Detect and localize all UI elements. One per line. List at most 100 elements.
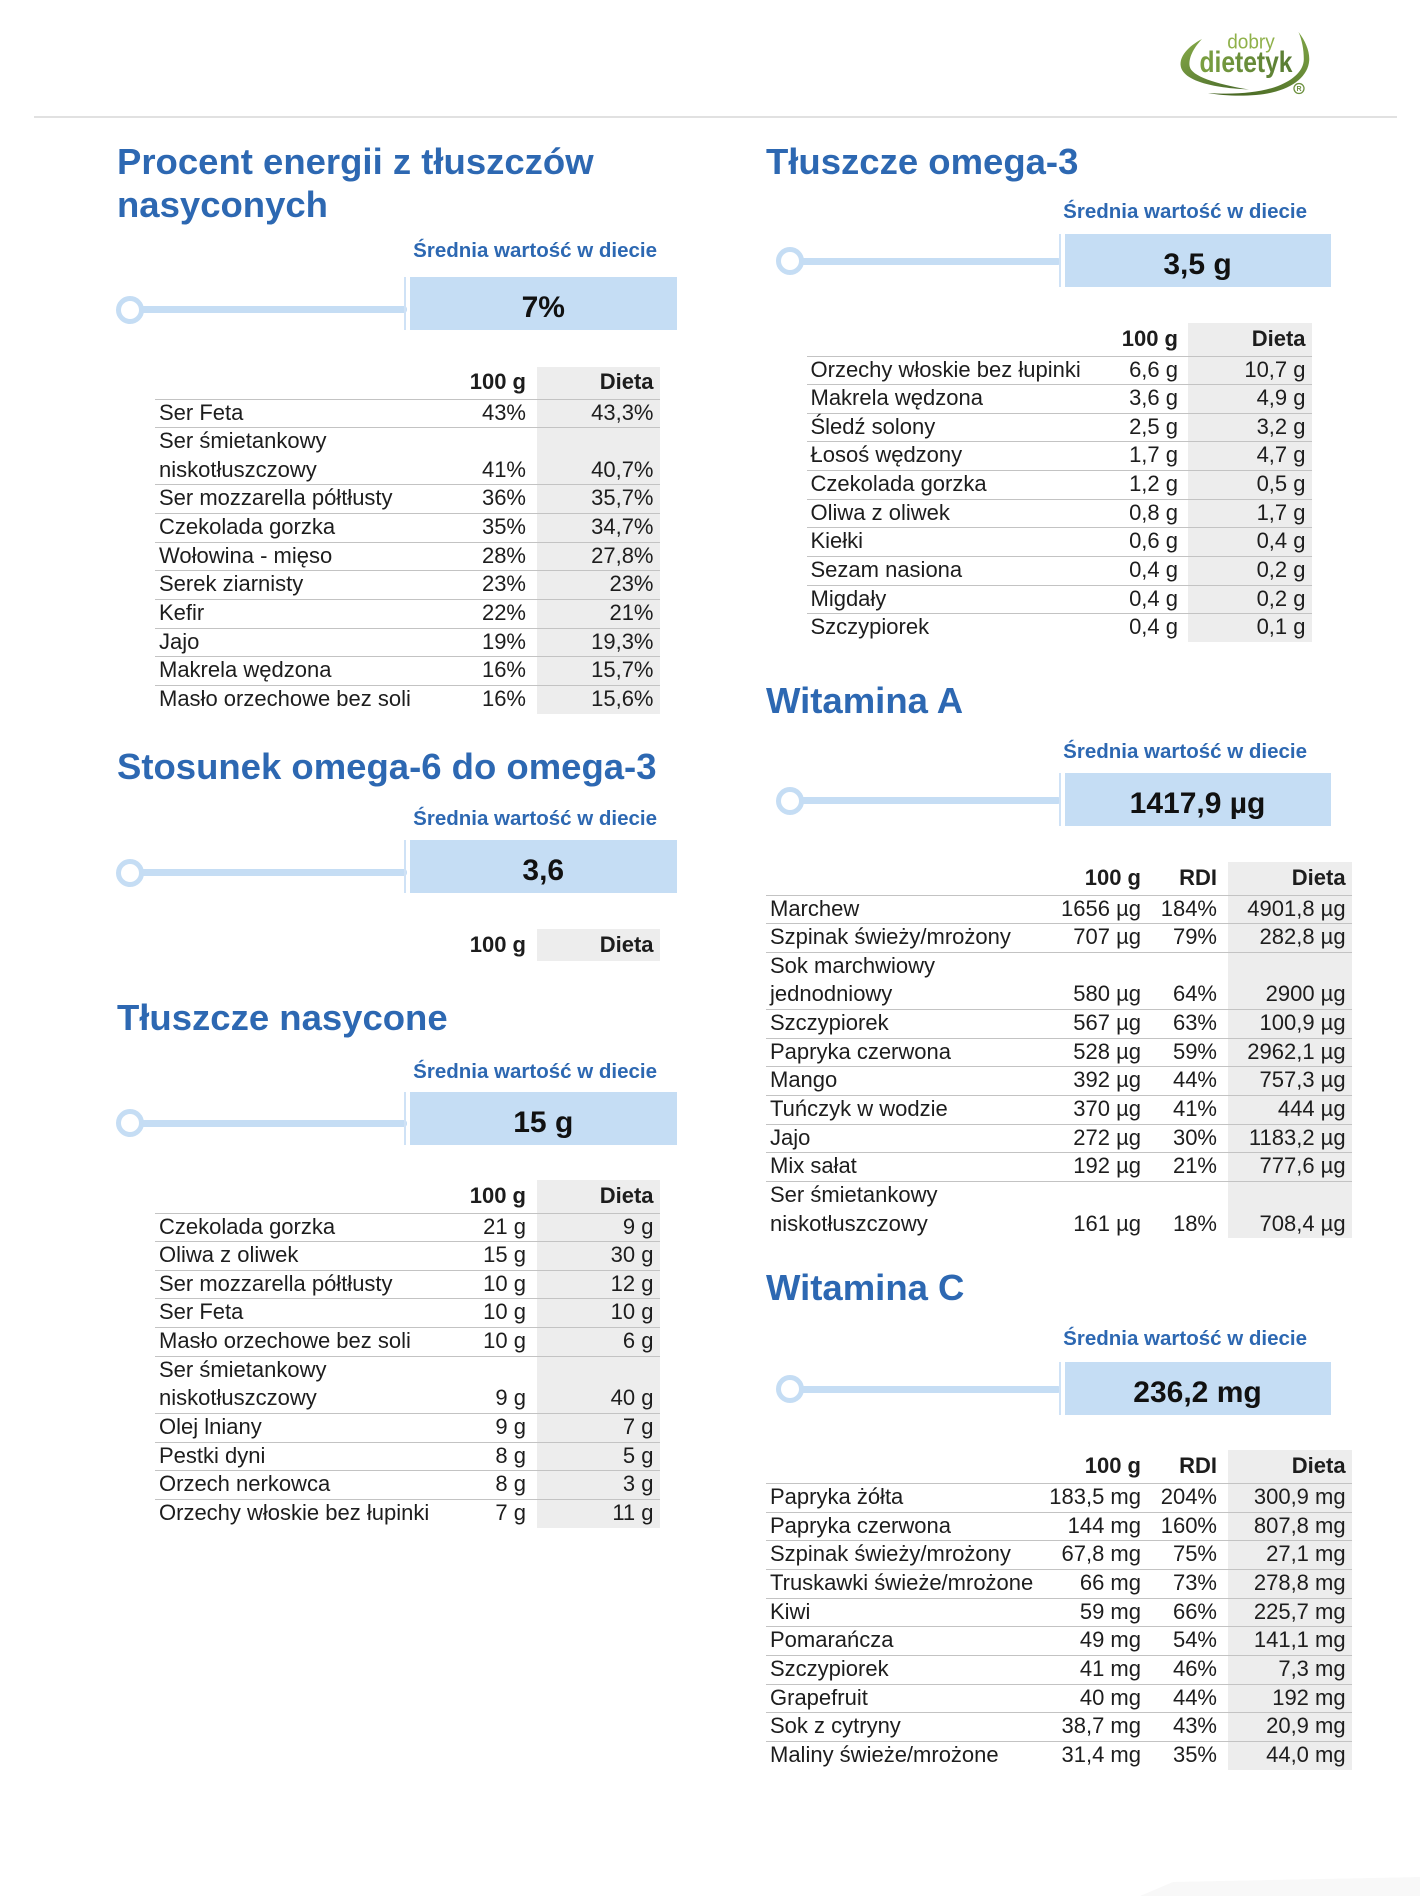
food-name: Ser Feta: [155, 1298, 455, 1327]
table-row: Orzechy włoskie bez łupinki 7 g 11 g: [155, 1499, 660, 1528]
value-per-100g: 567 µg: [1046, 1009, 1141, 1038]
table-row: Ser śmietankowy niskotłuszczowy 161 µg 18%…: [766, 1181, 1352, 1239]
value-dieta: 0,1 g: [1188, 613, 1312, 643]
section-title-c: Tłuszcze nasycone: [117, 997, 448, 1038]
food-name: Szczypiorek: [766, 1009, 1046, 1038]
column-gap: [1217, 952, 1228, 1009]
table-row: Masło orzechowe bez soli 16% 15,6%: [155, 685, 660, 714]
table-row: Makrela wędzona 16% 15,7%: [155, 656, 660, 686]
food-name: Grapefruit: [766, 1684, 1046, 1713]
avg-value-label: Średnia wartość w diecie: [1063, 1327, 1307, 1350]
value-rdi: 63%: [1141, 1009, 1217, 1038]
value-rdi: 79%: [1141, 923, 1217, 952]
column-header-100g: 100 g: [469, 369, 526, 395]
column-header-dieta: Dieta: [537, 366, 660, 399]
value-per-100g: 31,4 mg: [1046, 1741, 1142, 1770]
value-per-100g: 23%: [455, 570, 526, 599]
column-gap: [526, 1298, 537, 1327]
section-title-b: Stosunek omega-6 do omega-3: [117, 746, 657, 787]
value-per-100g: 272 µg: [1046, 1124, 1141, 1153]
column-header-100g: 100 g: [469, 1182, 526, 1208]
value-per-100g: 0,8 g: [1107, 499, 1178, 528]
column-gap: [1178, 613, 1188, 642]
column-gap: [1217, 1655, 1228, 1684]
table-row: Orzech nerkowca 8 g 3 g: [155, 1470, 660, 1500]
column-gap: [526, 1356, 537, 1413]
value-rdi: 184%: [1141, 895, 1217, 924]
table-row: Sezam nasiona 0,4 g 0,2 g: [807, 556, 1312, 585]
value-per-100g: 1,7 g: [1107, 441, 1178, 470]
slider-tick: [1059, 233, 1061, 287]
column-gap: [526, 1442, 537, 1471]
value-per-100g: 0,4 g: [1107, 585, 1178, 614]
avg-value-label: Średnia wartość w diecie: [1063, 199, 1307, 223]
column-gap: [1217, 1540, 1228, 1569]
slider-tick: [404, 277, 406, 330]
value-rdi: 44%: [1141, 1066, 1217, 1095]
table-row: Oliwa z oliwek 15 g 30 g: [155, 1241, 660, 1270]
value-per-100g: 49 mg: [1046, 1626, 1141, 1655]
column-header-rdi: RDI: [1179, 864, 1217, 890]
value-per-100g: 67,8 mg: [1046, 1540, 1142, 1569]
value-per-100g: 161 µg: [1046, 1181, 1141, 1238]
column-header-food: [807, 323, 1107, 356]
table-row: Ser śmietankowy niskotłuszczowy 41% 40,7%: [155, 427, 660, 485]
value-rdi: 66%: [1141, 1598, 1217, 1627]
avg-value: 3,5 g: [1163, 247, 1232, 281]
value-rdi: 44%: [1141, 1684, 1217, 1713]
value-dieta: 192 mg: [1228, 1683, 1352, 1713]
avg-value-label: Średnia wartość w diecie: [413, 239, 657, 262]
column-gap: [526, 1180, 537, 1213]
column-gap: [1217, 862, 1228, 895]
value-per-100g: 370 µg: [1046, 1095, 1141, 1124]
food-name: Czekolada gorzka: [807, 470, 1107, 499]
slider-tick: [1059, 1361, 1061, 1415]
column-gap: [1178, 441, 1188, 470]
food-name: Mix sałat: [766, 1152, 1046, 1181]
value-dieta: 10 g: [537, 1298, 660, 1328]
value-dieta: 4901,8 µg: [1228, 894, 1352, 924]
value-dieta: 3,2 g: [1188, 412, 1312, 442]
value-rdi: 54%: [1141, 1626, 1217, 1655]
avg-value: 7%: [521, 291, 565, 324]
food-name: Sok marchwiowy jednodniowy: [766, 952, 1046, 1009]
table-row: Ser mozzarella półtłusty 36% 35,7%: [155, 484, 660, 514]
value-dieta: 757,3 µg: [1228, 1066, 1352, 1096]
column-gap: [526, 1241, 537, 1270]
value-dieta: 708,4 µg: [1228, 1181, 1352, 1239]
food-name: Czekolada gorzka: [155, 513, 455, 542]
table-row: Szczypiorek 41 mg 46% 7,3 mg: [766, 1654, 1352, 1684]
column-gap: [1217, 1512, 1228, 1541]
column-gap: [1217, 1095, 1228, 1124]
value-per-100g: 6,6 g: [1107, 356, 1178, 385]
avg-value-bar: [1064, 233, 1331, 287]
food-name: Ser mozzarella półtłusty: [155, 1270, 455, 1299]
value-dieta: 777,6 µg: [1228, 1152, 1352, 1182]
food-name: Pomarańcza: [766, 1626, 1046, 1655]
value-per-100g: 21 g: [455, 1213, 526, 1242]
section-title-f: Witamina C: [766, 1266, 965, 1308]
value-per-100g: 10 g: [455, 1270, 526, 1299]
value-rdi: 73%: [1141, 1569, 1217, 1598]
food-name: Czekolada gorzka: [155, 1213, 455, 1242]
column-header-food: [155, 929, 455, 961]
avg-value: 236,2 mg: [1133, 1375, 1262, 1409]
dobry-dietetyk-logo: dobry dietetyk R: [1180, 31, 1310, 96]
column-gap: [1178, 413, 1188, 442]
column-gap: [1178, 384, 1188, 413]
value-per-100g: 580 µg: [1046, 952, 1141, 1009]
value-rdi: 75%: [1141, 1540, 1217, 1569]
value-rdi: 204%: [1141, 1483, 1217, 1512]
column-gap: [526, 399, 537, 428]
column-gap: [1178, 356, 1188, 385]
food-name: Szczypiorek: [807, 613, 1107, 642]
slider-line: [793, 1385, 1061, 1393]
logo-text-dietetyk: dietetyk: [1200, 46, 1293, 79]
food-name: Marchew: [766, 895, 1046, 924]
table-row: Śledź solony 2,5 g 3,2 g: [807, 412, 1312, 442]
value-per-100g: 10 g: [455, 1298, 526, 1327]
food-name: Kefir: [155, 599, 455, 628]
column-header-100g: 100 g: [1084, 1453, 1141, 1479]
value-dieta: 6 g: [537, 1327, 660, 1356]
